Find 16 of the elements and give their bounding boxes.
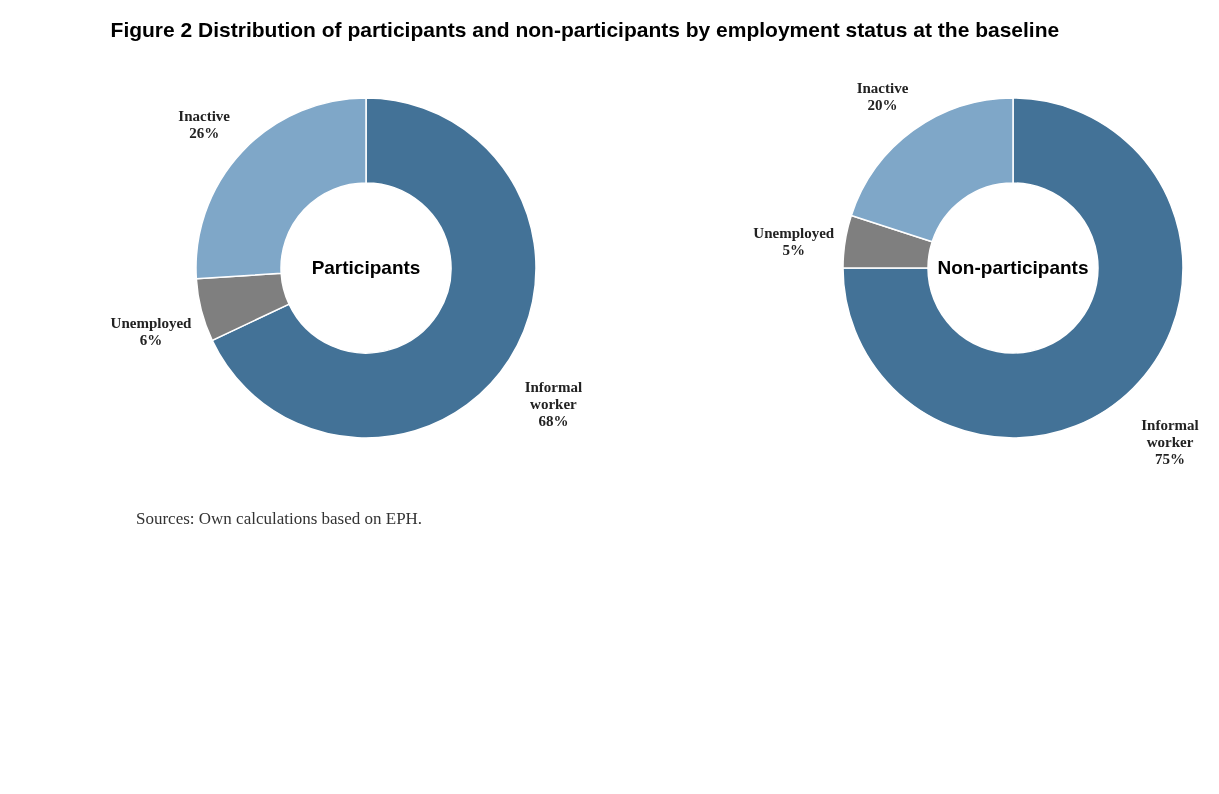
source-note: Sources: Own calculations based on EPH. xyxy=(136,509,423,528)
data-label: 6% xyxy=(139,332,163,349)
data-label: 75% xyxy=(1154,450,1185,467)
data-label: 68% xyxy=(538,412,569,429)
slice-label: Unemployed xyxy=(110,315,193,332)
slice-label: Inactive xyxy=(178,108,231,125)
data-label: 26% xyxy=(189,125,220,142)
text: Participants xyxy=(311,257,421,278)
chart-title: Figure 2 Distribution of participants and non-participants by employment status at the baseline xyxy=(110,18,1060,42)
data-label: 20% xyxy=(867,97,898,114)
text: Non-participants xyxy=(937,257,1089,278)
slice-label: Inactive xyxy=(856,80,909,97)
slice-label: Unemployed xyxy=(753,225,835,242)
slice-label: Informal worker xyxy=(1141,416,1199,450)
data-label: 5% xyxy=(782,242,805,259)
slice-label: Informal worker xyxy=(524,378,583,412)
